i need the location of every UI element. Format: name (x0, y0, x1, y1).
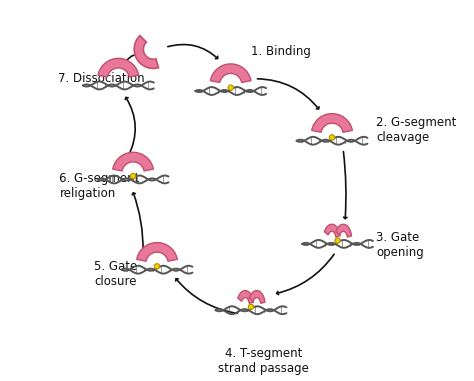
Text: 5. Gate
closure: 5. Gate closure (94, 260, 137, 288)
Polygon shape (113, 152, 154, 171)
Polygon shape (249, 291, 265, 303)
Polygon shape (238, 291, 254, 303)
Polygon shape (312, 114, 352, 132)
Polygon shape (210, 64, 251, 83)
Text: 7. Dissociation: 7. Dissociation (57, 72, 144, 85)
Text: 2. G-segment
cleavage: 2. G-segment cleavage (376, 116, 456, 144)
Polygon shape (98, 58, 139, 77)
Polygon shape (137, 243, 177, 261)
Polygon shape (324, 224, 340, 237)
Circle shape (335, 238, 340, 243)
Polygon shape (336, 224, 351, 237)
Circle shape (130, 173, 136, 179)
Text: 3. Gate
opening: 3. Gate opening (376, 231, 424, 259)
Polygon shape (134, 35, 158, 69)
Circle shape (248, 304, 254, 309)
Circle shape (329, 135, 335, 140)
Text: 6. G-segment
religation: 6. G-segment religation (59, 171, 140, 200)
Text: 1. Binding: 1. Binding (251, 45, 311, 59)
Text: 4. T-segment
strand passage: 4. T-segment strand passage (219, 347, 310, 375)
Circle shape (155, 264, 160, 269)
Circle shape (228, 85, 233, 90)
